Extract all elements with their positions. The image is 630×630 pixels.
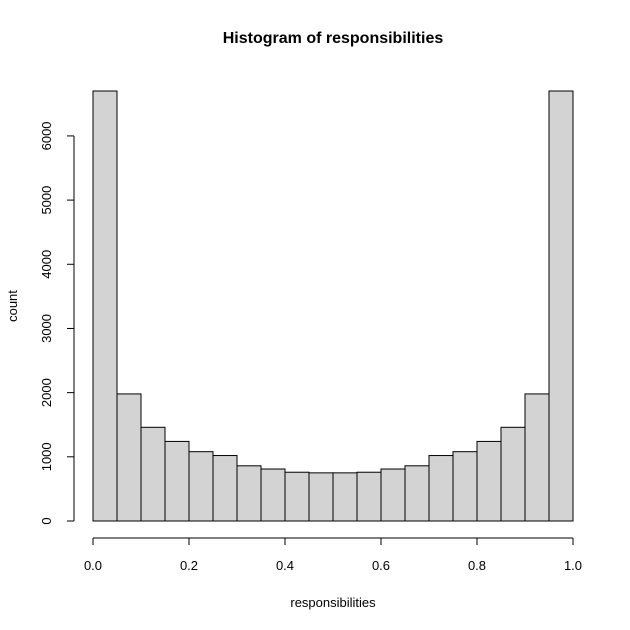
histogram-bar — [116, 393, 142, 522]
x-axis-label: responsibilities — [290, 595, 376, 610]
histogram-bar — [476, 440, 502, 522]
x-tick-label: 1.0 — [564, 558, 582, 573]
histogram-bar — [212, 455, 238, 522]
y-tick-label: 1000 — [39, 442, 54, 471]
y-tick-label: 0 — [39, 517, 54, 524]
histogram-bar — [164, 440, 190, 522]
y-tick-label: 4000 — [39, 250, 54, 279]
x-tick-label: 0.4 — [276, 558, 294, 573]
x-tick-label: 0.2 — [180, 558, 198, 573]
histogram-bar — [260, 468, 286, 522]
histogram-bar — [356, 471, 382, 522]
histogram-bar — [524, 393, 550, 522]
histogram-bar — [548, 90, 574, 522]
histogram-bar — [500, 426, 526, 522]
histogram-bar — [332, 472, 358, 522]
y-axis-label: count — [5, 290, 20, 322]
histogram-bar — [236, 465, 262, 522]
x-axis: 0.0 0.2 0.4 0.6 0.8 1.0 — [84, 537, 582, 573]
histogram-bar — [188, 451, 214, 522]
x-tick-label: 0.6 — [372, 558, 390, 573]
histogram-bar — [140, 426, 166, 522]
histogram-bar — [452, 451, 478, 522]
histogram-bar — [308, 472, 334, 522]
y-tick-label: 6000 — [39, 121, 54, 150]
bars-group — [92, 90, 574, 522]
y-tick-label: 2000 — [39, 378, 54, 407]
x-tick-label: 0.0 — [84, 558, 102, 573]
y-tick-label: 5000 — [39, 186, 54, 215]
x-tick-label: 0.8 — [468, 558, 486, 573]
y-tick-label: 3000 — [39, 314, 54, 343]
histogram-bar — [284, 471, 310, 522]
histogram-bar — [404, 465, 430, 522]
histogram-bar — [92, 90, 118, 522]
y-axis: 0 1000 2000 3000 4000 5000 6000 — [39, 121, 75, 525]
histogram-bar — [380, 468, 406, 522]
chart-title: Histogram of responsibilities — [223, 30, 444, 47]
histogram-bar — [428, 455, 454, 522]
